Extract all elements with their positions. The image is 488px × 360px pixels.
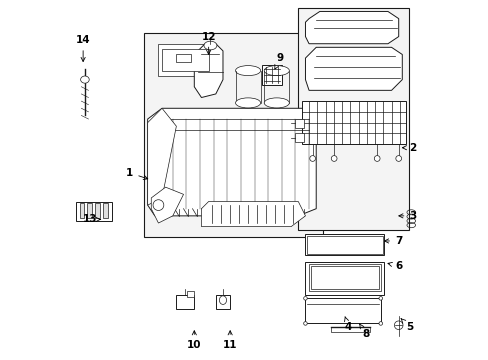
Polygon shape: [305, 12, 398, 44]
Bar: [308, 264, 380, 291]
Bar: [87, 203, 92, 218]
Polygon shape: [151, 187, 183, 223]
Bar: [306, 235, 382, 253]
Polygon shape: [194, 44, 223, 98]
Ellipse shape: [235, 98, 260, 108]
Polygon shape: [305, 47, 402, 90]
Ellipse shape: [264, 98, 289, 108]
Text: 8: 8: [359, 324, 369, 339]
Polygon shape: [305, 298, 380, 323]
Bar: [176, 54, 190, 62]
Bar: [215, 295, 230, 309]
Bar: [103, 203, 107, 218]
Bar: [305, 262, 384, 295]
Text: 11: 11: [223, 331, 237, 350]
Ellipse shape: [395, 156, 401, 161]
Text: 14: 14: [76, 35, 90, 62]
Bar: [294, 134, 303, 142]
Bar: [80, 203, 83, 218]
Text: 6: 6: [387, 261, 402, 271]
Bar: [305, 234, 384, 255]
Polygon shape: [147, 108, 176, 205]
Bar: [301, 101, 405, 144]
Bar: [310, 266, 378, 289]
Text: 7: 7: [384, 236, 402, 246]
Polygon shape: [147, 108, 316, 216]
Ellipse shape: [81, 76, 89, 83]
Polygon shape: [201, 202, 305, 226]
Text: 1: 1: [126, 168, 147, 180]
Ellipse shape: [264, 66, 289, 76]
Bar: [162, 49, 208, 71]
Ellipse shape: [303, 297, 306, 300]
Text: 13: 13: [83, 215, 100, 224]
Bar: [298, 8, 408, 230]
Ellipse shape: [153, 200, 163, 211]
Text: 10: 10: [187, 331, 201, 350]
Bar: [76, 202, 112, 221]
Ellipse shape: [394, 321, 402, 329]
Text: 9: 9: [274, 53, 284, 69]
Bar: [176, 295, 194, 309]
Bar: [144, 33, 323, 237]
Ellipse shape: [378, 321, 382, 325]
Ellipse shape: [303, 321, 306, 325]
Text: 2: 2: [402, 143, 416, 153]
Text: 3: 3: [398, 211, 416, 221]
Ellipse shape: [235, 66, 260, 76]
Ellipse shape: [330, 156, 336, 161]
Text: 12: 12: [201, 32, 215, 54]
Ellipse shape: [203, 41, 217, 50]
Text: 5: 5: [400, 319, 412, 332]
Bar: [310, 266, 378, 289]
Ellipse shape: [309, 156, 315, 161]
Ellipse shape: [219, 296, 226, 305]
Ellipse shape: [373, 156, 379, 161]
Bar: [330, 327, 369, 332]
Text: 4: 4: [344, 316, 351, 332]
Bar: [95, 203, 100, 218]
Bar: [262, 65, 282, 85]
Bar: [294, 119, 303, 128]
Ellipse shape: [378, 297, 382, 300]
Bar: [158, 44, 212, 76]
Bar: [187, 291, 194, 297]
